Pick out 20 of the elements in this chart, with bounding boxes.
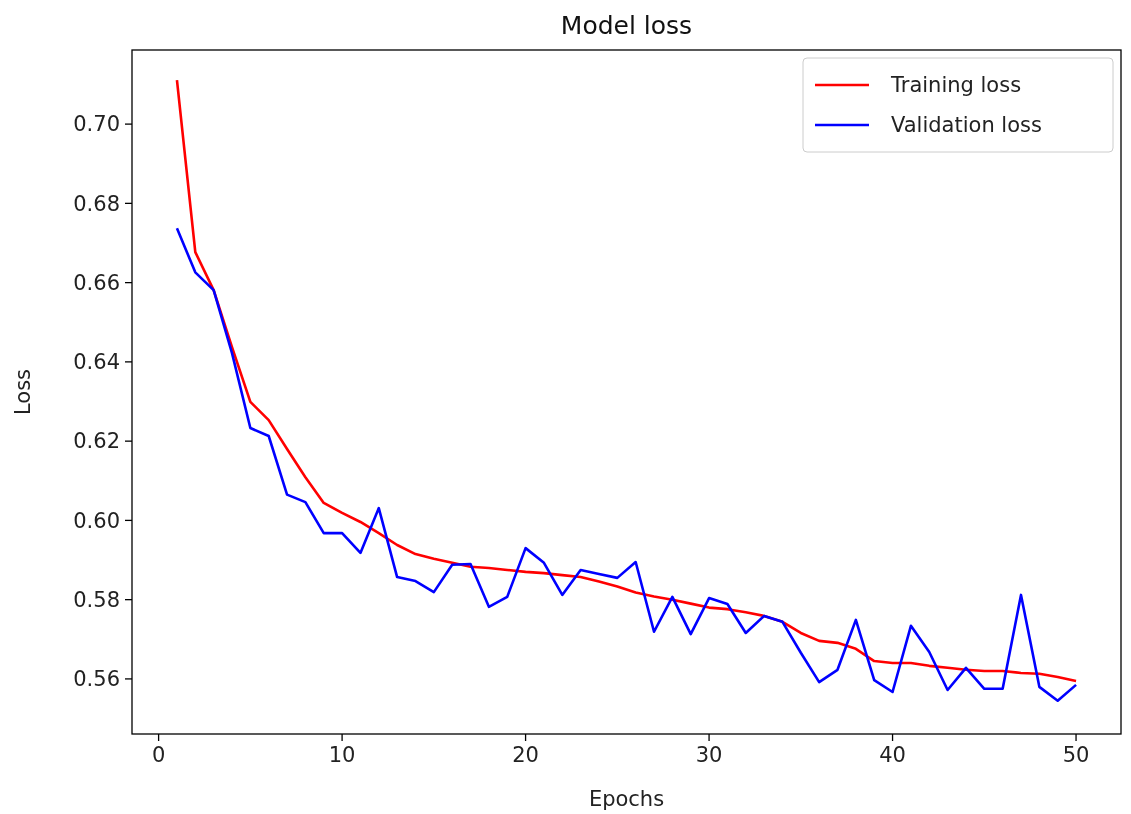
chart-title: Model loss [560,11,693,40]
line-series [175,227,1078,703]
x-tick-label: 50 [1062,743,1090,767]
y-axis-title: Loss [11,368,35,416]
x-tick-label: 10 [328,743,356,767]
y-tick-label: 0.64 [73,350,120,375]
x-tick-label: 20 [512,743,539,767]
y-tick-label: 0.56 [73,667,120,692]
legend-label: Training loss [890,73,1022,98]
y-tick-label: 0.60 [73,508,120,533]
x-tick-label: 0 [151,743,166,767]
x-tick-label: 30 [695,743,723,767]
y-tick-label: 0.66 [73,270,120,295]
y-tick-label: 0.70 [73,112,120,137]
legend-label: Validation loss [891,113,1042,138]
y-tick-label: 0.68 [73,191,120,216]
y-tick-label: 0.62 [73,429,120,454]
x-axis-title: Epochs [588,787,665,811]
y-tick-label: 0.58 [73,588,120,613]
x-tick-label: 40 [879,743,906,767]
